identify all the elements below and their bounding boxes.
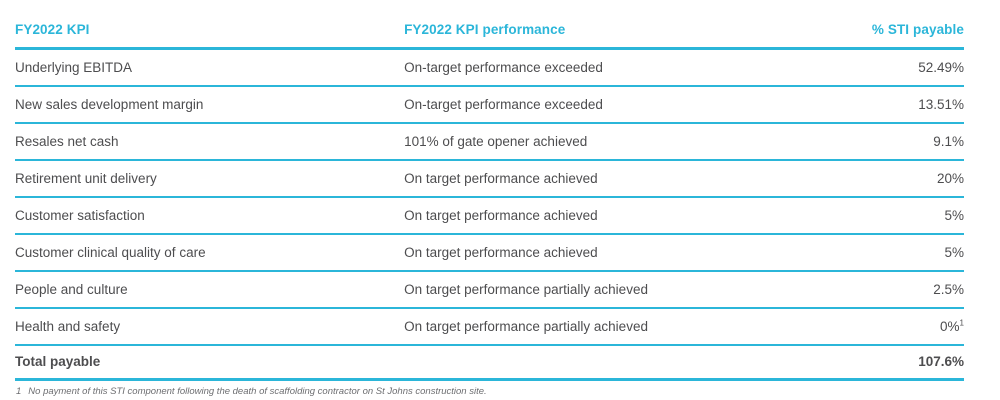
- kpi-cell: Customer clinical quality of care: [15, 234, 405, 272]
- kpi-cell: People and culture: [15, 271, 405, 309]
- payable-cell: 20%: [793, 160, 964, 198]
- payable-cell: 0%1: [793, 308, 964, 346]
- table-row: Retirement unit delivery On target perfo…: [15, 160, 964, 198]
- table-row: Underlying EBITDA On-target performance …: [15, 48, 964, 87]
- kpi-cell: Retirement unit delivery: [15, 160, 405, 198]
- performance-cell: On-target performance exceeded: [404, 48, 794, 87]
- kpi-table: FY2022 KPI FY2022 KPI performance % STI …: [15, 14, 964, 381]
- total-empty-cell: [404, 345, 794, 381]
- footnote-text: No payment of this STI component followi…: [28, 386, 487, 397]
- kpi-cell: Customer satisfaction: [15, 197, 405, 235]
- payable-cell: 5%: [793, 234, 964, 272]
- payable-cell: 5%: [793, 197, 964, 235]
- table-row: Resales net cash 101% of gate opener ach…: [15, 123, 964, 161]
- payable-cell: 52.49%: [793, 48, 964, 87]
- table-row: People and culture On target performance…: [15, 271, 964, 309]
- performance-cell: 101% of gate opener achieved: [404, 123, 794, 161]
- performance-cell: On target performance achieved: [404, 234, 794, 272]
- performance-cell: On target performance partially achieved: [404, 271, 794, 309]
- table-row: Customer satisfaction On target performa…: [15, 197, 964, 235]
- performance-cell: On-target performance exceeded: [404, 86, 794, 124]
- performance-cell: On target performance achieved: [404, 197, 794, 235]
- performance-cell: On target performance partially achieved: [404, 308, 794, 346]
- payable-value: 0%: [940, 319, 960, 334]
- payable-cell: 2.5%: [793, 271, 964, 309]
- column-header-kpi: FY2022 KPI: [15, 14, 405, 50]
- table-row: Customer clinical quality of care On tar…: [15, 234, 964, 272]
- table-row: New sales development margin On-target p…: [15, 86, 964, 124]
- footnote-marker-superscript: 1: [959, 318, 964, 328]
- table-header-row: FY2022 KPI FY2022 KPI performance % STI …: [15, 14, 964, 50]
- footnote: 1 No payment of this STI component follo…: [15, 386, 964, 397]
- payable-cell: 9.1%: [793, 123, 964, 161]
- kpi-cell: New sales development margin: [15, 86, 405, 124]
- column-header-performance: FY2022 KPI performance: [404, 14, 794, 50]
- total-row: Total payable 107.6%: [15, 345, 964, 381]
- performance-cell: On target performance achieved: [404, 160, 794, 198]
- kpi-cell: Underlying EBITDA: [15, 48, 405, 87]
- total-payable-cell: 107.6%: [793, 345, 964, 381]
- kpi-cell: Resales net cash: [15, 123, 405, 161]
- kpi-cell: Health and safety: [15, 308, 405, 346]
- column-header-sti-payable: % STI payable: [793, 14, 964, 50]
- table-row: Health and safety On target performance …: [15, 308, 964, 346]
- total-label-cell: Total payable: [15, 345, 405, 381]
- payable-cell: 13.51%: [793, 86, 964, 124]
- footnote-number: 1: [16, 386, 22, 397]
